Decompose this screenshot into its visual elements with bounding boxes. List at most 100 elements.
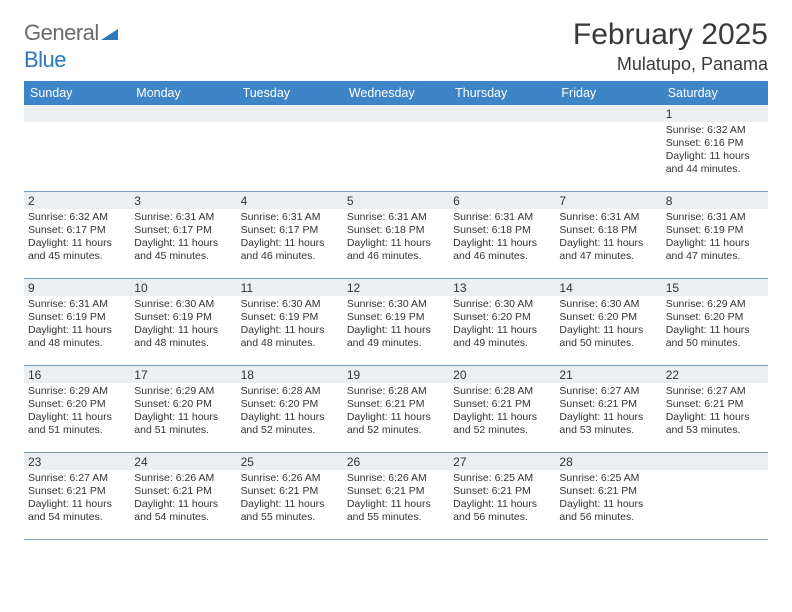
day-number: 11: [237, 279, 343, 296]
day-body: Sunrise: 6:31 AMSunset: 6:18 PMDaylight:…: [555, 209, 661, 266]
day-cell: 5Sunrise: 6:31 AMSunset: 6:18 PMDaylight…: [343, 192, 449, 278]
day-line: Sunset: 6:17 PM: [241, 224, 339, 237]
day-cell: 9Sunrise: 6:31 AMSunset: 6:19 PMDaylight…: [24, 279, 130, 365]
day-line: Sunrise: 6:28 AM: [453, 385, 551, 398]
day-line: Daylight: 11 hours and 55 minutes.: [347, 498, 445, 524]
day-cell: 28Sunrise: 6:25 AMSunset: 6:21 PMDayligh…: [555, 453, 661, 539]
day-line: Sunrise: 6:31 AM: [666, 211, 764, 224]
day-body: Sunrise: 6:30 AMSunset: 6:19 PMDaylight:…: [237, 296, 343, 353]
day-line: Sunset: 6:20 PM: [134, 398, 232, 411]
day-line: Daylight: 11 hours and 49 minutes.: [453, 324, 551, 350]
day-number: 27: [449, 453, 555, 470]
week-row: 1Sunrise: 6:32 AMSunset: 6:16 PMDaylight…: [24, 105, 768, 192]
dow-header: Monday: [130, 81, 236, 105]
day-number: 28: [555, 453, 661, 470]
day-number: 3: [130, 192, 236, 209]
day-number: [662, 453, 768, 470]
dow-header: Thursday: [449, 81, 555, 105]
day-number: 26: [343, 453, 449, 470]
day-line: Sunset: 6:21 PM: [453, 485, 551, 498]
day-cell: 4Sunrise: 6:31 AMSunset: 6:17 PMDaylight…: [237, 192, 343, 278]
day-line: Daylight: 11 hours and 46 minutes.: [453, 237, 551, 263]
day-line: Daylight: 11 hours and 51 minutes.: [28, 411, 126, 437]
day-line: Daylight: 11 hours and 50 minutes.: [559, 324, 657, 350]
day-body: Sunrise: 6:27 AMSunset: 6:21 PMDaylight:…: [662, 383, 768, 440]
day-number: 5: [343, 192, 449, 209]
day-body: [237, 122, 343, 126]
day-number: 9: [24, 279, 130, 296]
day-line: Sunset: 6:21 PM: [134, 485, 232, 498]
dow-header: Wednesday: [343, 81, 449, 105]
day-line: Sunrise: 6:31 AM: [347, 211, 445, 224]
day-cell: 16Sunrise: 6:29 AMSunset: 6:20 PMDayligh…: [24, 366, 130, 452]
day-body: Sunrise: 6:28 AMSunset: 6:21 PMDaylight:…: [449, 383, 555, 440]
day-line: Sunrise: 6:31 AM: [453, 211, 551, 224]
day-line: Sunrise: 6:32 AM: [666, 124, 764, 137]
day-body: [555, 122, 661, 126]
day-line: Sunset: 6:20 PM: [559, 311, 657, 324]
header: GeneralBlue February 2025 Mulatupo, Pana…: [24, 18, 768, 75]
day-line: Sunrise: 6:26 AM: [347, 472, 445, 485]
day-line: Sunset: 6:19 PM: [28, 311, 126, 324]
day-number: [449, 105, 555, 122]
day-body: Sunrise: 6:31 AMSunset: 6:18 PMDaylight:…: [449, 209, 555, 266]
day-body: Sunrise: 6:30 AMSunset: 6:20 PMDaylight:…: [555, 296, 661, 353]
day-line: Sunrise: 6:28 AM: [347, 385, 445, 398]
day-line: Sunset: 6:21 PM: [453, 398, 551, 411]
day-number: 4: [237, 192, 343, 209]
day-line: Sunrise: 6:31 AM: [241, 211, 339, 224]
day-line: Daylight: 11 hours and 54 minutes.: [134, 498, 232, 524]
day-body: [130, 122, 236, 126]
day-line: Daylight: 11 hours and 52 minutes.: [241, 411, 339, 437]
day-line: Sunrise: 6:29 AM: [666, 298, 764, 311]
day-line: Sunset: 6:19 PM: [666, 224, 764, 237]
day-cell: [24, 105, 130, 191]
day-number: [237, 105, 343, 122]
day-cell: 7Sunrise: 6:31 AMSunset: 6:18 PMDaylight…: [555, 192, 661, 278]
day-cell: 22Sunrise: 6:27 AMSunset: 6:21 PMDayligh…: [662, 366, 768, 452]
day-number: [343, 105, 449, 122]
day-line: Sunrise: 6:26 AM: [241, 472, 339, 485]
day-body: Sunrise: 6:30 AMSunset: 6:20 PMDaylight:…: [449, 296, 555, 353]
day-body: Sunrise: 6:31 AMSunset: 6:18 PMDaylight:…: [343, 209, 449, 266]
day-body: Sunrise: 6:30 AMSunset: 6:19 PMDaylight:…: [343, 296, 449, 353]
day-body: Sunrise: 6:27 AMSunset: 6:21 PMDaylight:…: [24, 470, 130, 527]
day-number: 15: [662, 279, 768, 296]
day-number: [555, 105, 661, 122]
day-body: Sunrise: 6:31 AMSunset: 6:19 PMDaylight:…: [662, 209, 768, 266]
day-line: Sunset: 6:20 PM: [453, 311, 551, 324]
day-body: Sunrise: 6:31 AMSunset: 6:17 PMDaylight:…: [130, 209, 236, 266]
dow-header: Tuesday: [237, 81, 343, 105]
day-line: Sunrise: 6:29 AM: [134, 385, 232, 398]
day-line: Daylight: 11 hours and 45 minutes.: [28, 237, 126, 263]
day-line: Sunset: 6:16 PM: [666, 137, 764, 150]
day-line: Sunset: 6:19 PM: [347, 311, 445, 324]
day-cell: 17Sunrise: 6:29 AMSunset: 6:20 PMDayligh…: [130, 366, 236, 452]
week-row: 23Sunrise: 6:27 AMSunset: 6:21 PMDayligh…: [24, 453, 768, 540]
day-body: Sunrise: 6:25 AMSunset: 6:21 PMDaylight:…: [449, 470, 555, 527]
day-line: Daylight: 11 hours and 55 minutes.: [241, 498, 339, 524]
day-number: 22: [662, 366, 768, 383]
day-cell: 24Sunrise: 6:26 AMSunset: 6:21 PMDayligh…: [130, 453, 236, 539]
day-body: Sunrise: 6:28 AMSunset: 6:20 PMDaylight:…: [237, 383, 343, 440]
day-cell: 1Sunrise: 6:32 AMSunset: 6:16 PMDaylight…: [662, 105, 768, 191]
week-row: 9Sunrise: 6:31 AMSunset: 6:19 PMDaylight…: [24, 279, 768, 366]
day-body: [662, 470, 768, 474]
day-line: Sunrise: 6:30 AM: [559, 298, 657, 311]
week-row: 16Sunrise: 6:29 AMSunset: 6:20 PMDayligh…: [24, 366, 768, 453]
day-number: 20: [449, 366, 555, 383]
dow-header: Friday: [555, 81, 661, 105]
day-line: Daylight: 11 hours and 47 minutes.: [666, 237, 764, 263]
day-line: Sunrise: 6:31 AM: [28, 298, 126, 311]
day-line: Sunrise: 6:31 AM: [559, 211, 657, 224]
day-number: 25: [237, 453, 343, 470]
day-body: [449, 122, 555, 126]
day-line: Sunset: 6:21 PM: [666, 398, 764, 411]
day-number: 17: [130, 366, 236, 383]
calendar: SundayMondayTuesdayWednesdayThursdayFrid…: [24, 81, 768, 540]
month-title: February 2025: [573, 18, 768, 52]
day-cell: 26Sunrise: 6:26 AMSunset: 6:21 PMDayligh…: [343, 453, 449, 539]
day-cell: [130, 105, 236, 191]
day-line: Sunset: 6:21 PM: [241, 485, 339, 498]
day-number: 14: [555, 279, 661, 296]
